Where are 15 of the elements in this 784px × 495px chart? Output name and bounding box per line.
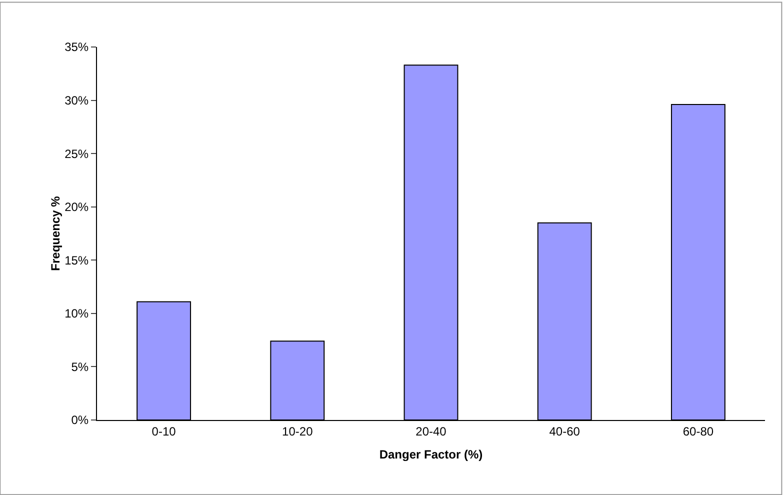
x-tick-label: 10-20 [282, 424, 314, 438]
x-axis-title: Danger Factor (%) [379, 447, 483, 462]
y-axis-title: Frequency % [48, 196, 63, 271]
x-tick-label: 40-60 [549, 424, 580, 438]
y-tick-label: 5% [71, 360, 89, 374]
y-tick-label: 25% [64, 146, 89, 161]
x-tick-label: 60-80 [682, 424, 714, 438]
y-tick-label: 20% [64, 200, 89, 214]
y-tick-label: 30% [64, 93, 89, 108]
x-tick-label: 0-10 [152, 424, 176, 438]
y-tick-label: 15% [64, 253, 89, 268]
y-tick-label: 10% [64, 306, 89, 321]
y-tick-label: 0% [71, 413, 89, 428]
y-tick-label: 35% [64, 40, 89, 54]
x-tick-label: 20-40 [416, 424, 447, 438]
